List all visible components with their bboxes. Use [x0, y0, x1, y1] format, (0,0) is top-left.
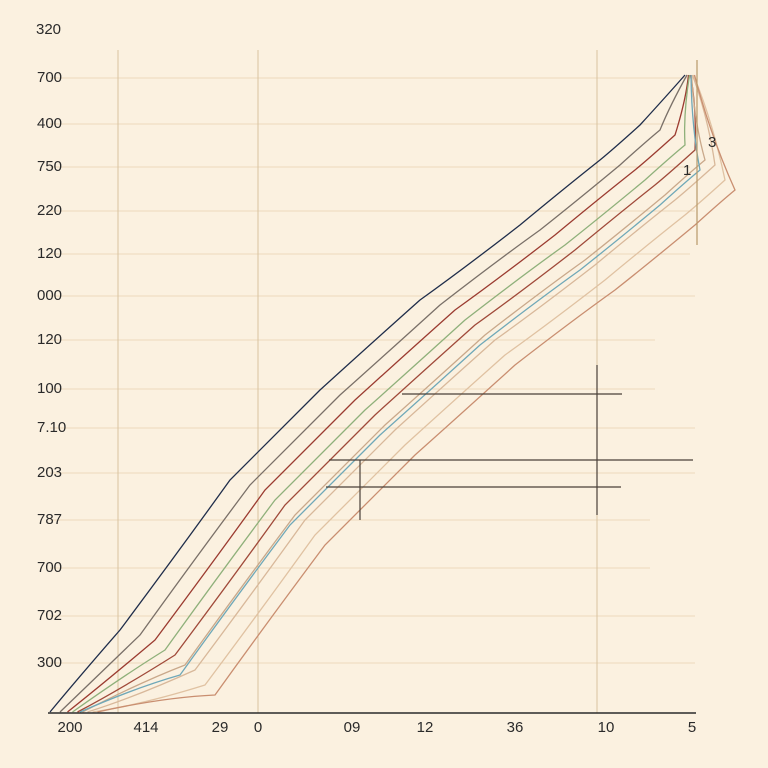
- x-label: 12: [417, 719, 434, 736]
- y-label: 702: [37, 607, 62, 624]
- curves: [49, 74, 736, 713]
- curve: [82, 74, 706, 713]
- curve: [67, 74, 690, 713]
- y-label: 203: [37, 464, 62, 481]
- x-label: 0: [254, 719, 262, 736]
- y-label: 7.10: [37, 419, 66, 436]
- x-label: 414: [133, 719, 158, 736]
- x-label: 200: [57, 719, 82, 736]
- x-label: 09: [344, 719, 361, 736]
- y-label: 400: [37, 115, 62, 132]
- grid: [50, 77, 695, 664]
- curve: [59, 74, 688, 713]
- y-label: 787: [37, 511, 62, 528]
- x-label: 10: [598, 719, 615, 736]
- x-label: 29: [212, 719, 229, 736]
- x-label: 5: [688, 719, 696, 736]
- y-label: 700: [37, 69, 62, 86]
- y-label: 750: [37, 158, 62, 175]
- chart-title: 320: [36, 21, 61, 38]
- side-label: 3: [708, 134, 716, 151]
- curve: [92, 74, 726, 713]
- y-label: 700: [37, 559, 62, 576]
- labels: 7004007502201200001201007.10203787700702…: [37, 69, 696, 736]
- curve: [72, 74, 691, 713]
- y-label: 100: [37, 380, 62, 397]
- y-label: 220: [37, 202, 62, 219]
- y-label: 120: [37, 331, 62, 348]
- y-label: 300: [37, 654, 62, 671]
- y-label: 000: [37, 287, 62, 304]
- curve: [79, 74, 701, 713]
- side-label: 1: [683, 162, 691, 179]
- x-label: 36: [507, 719, 524, 736]
- curve: [97, 74, 736, 713]
- curve: [87, 74, 716, 713]
- curve: [77, 74, 697, 713]
- y-label: 120: [37, 245, 62, 262]
- curve: [49, 74, 686, 713]
